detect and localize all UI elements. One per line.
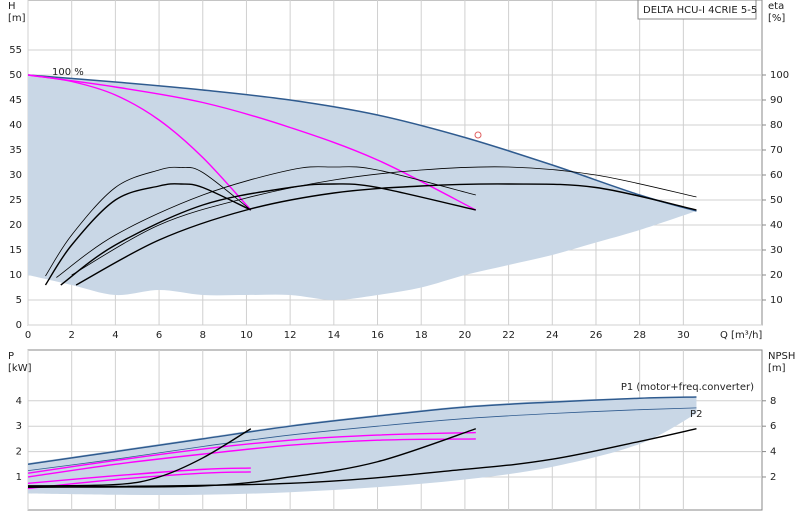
y-tick-label: 2 bbox=[16, 447, 22, 458]
x-tick-label: 10 bbox=[240, 330, 253, 341]
y2-tick-label: 2 bbox=[770, 472, 776, 483]
x-tick-label: 4 bbox=[112, 330, 118, 341]
x-tick-label: 22 bbox=[502, 330, 515, 341]
x-tick-label: 18 bbox=[415, 330, 428, 341]
y2-tick-label: 80 bbox=[770, 120, 783, 131]
y-tick-label: 20 bbox=[9, 220, 22, 231]
y2-tick-label: 10 bbox=[770, 295, 783, 306]
y-axis-label: P bbox=[8, 351, 14, 362]
series-layer bbox=[28, 74, 697, 300]
x-tick-label: 8 bbox=[200, 330, 206, 341]
y-tick-label: 50 bbox=[9, 70, 22, 81]
y-axis-label: [kW] bbox=[8, 363, 32, 374]
y-tick-label: 15 bbox=[9, 245, 22, 256]
series-label: P2 bbox=[690, 409, 702, 420]
y2-tick-label: 6 bbox=[770, 421, 776, 432]
y-tick-label: 4 bbox=[16, 396, 22, 407]
title-box bbox=[637, 0, 757, 20]
y-tick-label: 5 bbox=[16, 295, 22, 306]
x-tick-label: 16 bbox=[371, 330, 384, 341]
y2-tick-label: 30 bbox=[770, 245, 783, 256]
y-tick-label: 0 bbox=[16, 320, 22, 331]
y2-tick-label: 70 bbox=[770, 145, 783, 156]
y2-tick-label: 4 bbox=[770, 447, 776, 458]
series-layer bbox=[28, 396, 697, 496]
y2-axis-label: [m] bbox=[768, 363, 786, 374]
curve bbox=[71, 166, 697, 276]
curve bbox=[28, 428, 252, 487]
y-tick-label: 55 bbox=[9, 45, 22, 56]
curve bbox=[28, 407, 697, 472]
x-tick-label: 14 bbox=[327, 330, 340, 341]
y-tick-label: 10 bbox=[9, 270, 22, 281]
y-axis-label: H bbox=[8, 1, 16, 12]
curve bbox=[28, 471, 251, 490]
x-tick-label: 2 bbox=[69, 330, 75, 341]
y-tick-label: 30 bbox=[9, 170, 22, 181]
y2-tick-label: 100 bbox=[770, 70, 789, 81]
curve bbox=[44, 183, 252, 286]
y2-tick-label: 90 bbox=[770, 95, 783, 106]
y-axis-label: [m] bbox=[8, 13, 26, 24]
chart-title: DELTA HCU-I 4CRIE 5-5 bbox=[643, 5, 757, 16]
y2-tick-label: 60 bbox=[770, 170, 783, 181]
x-tick-label: 28 bbox=[633, 330, 646, 341]
curve bbox=[28, 74, 697, 212]
y-tick-label: 3 bbox=[16, 421, 22, 432]
y-tick-label: 1 bbox=[16, 472, 22, 483]
curve bbox=[28, 396, 697, 466]
y2-axis-label: NPSH bbox=[768, 351, 795, 362]
envelope-area bbox=[28, 75, 697, 300]
curve bbox=[28, 438, 476, 478]
x-tick-label: 20 bbox=[459, 330, 472, 341]
x-tick-label: 24 bbox=[546, 330, 559, 341]
y2-tick-label: 20 bbox=[770, 270, 783, 281]
curve bbox=[75, 183, 697, 286]
curve bbox=[45, 166, 252, 277]
y2-tick-label: 50 bbox=[770, 195, 783, 206]
x-tick-label: 6 bbox=[156, 330, 162, 341]
curve bbox=[28, 74, 477, 211]
duty-point bbox=[474, 131, 482, 139]
y-tick-label: 35 bbox=[9, 145, 22, 156]
y2-axis-label: [%] bbox=[768, 13, 785, 24]
y-tick-label: 25 bbox=[9, 195, 22, 206]
curve bbox=[28, 431, 476, 474]
y-tick-label: 45 bbox=[9, 95, 22, 106]
x-tick-label: 12 bbox=[284, 330, 297, 341]
y2-axis-label: eta bbox=[768, 1, 784, 12]
y2-tick-label: 40 bbox=[770, 220, 783, 231]
series-label: P1 (motor+freq.converter) bbox=[621, 382, 754, 393]
curve bbox=[56, 166, 476, 278]
x-axis-label: Q [m³/h] bbox=[720, 330, 762, 341]
annotation: 100 % bbox=[52, 67, 84, 78]
curve bbox=[28, 428, 697, 488]
y-tick-label: 40 bbox=[9, 120, 22, 131]
x-tick-label: 0 bbox=[25, 330, 31, 341]
curve bbox=[28, 467, 251, 485]
y2-tick-label: 8 bbox=[770, 396, 776, 407]
x-tick-label: 26 bbox=[590, 330, 603, 341]
x-tick-label: 30 bbox=[677, 330, 690, 341]
